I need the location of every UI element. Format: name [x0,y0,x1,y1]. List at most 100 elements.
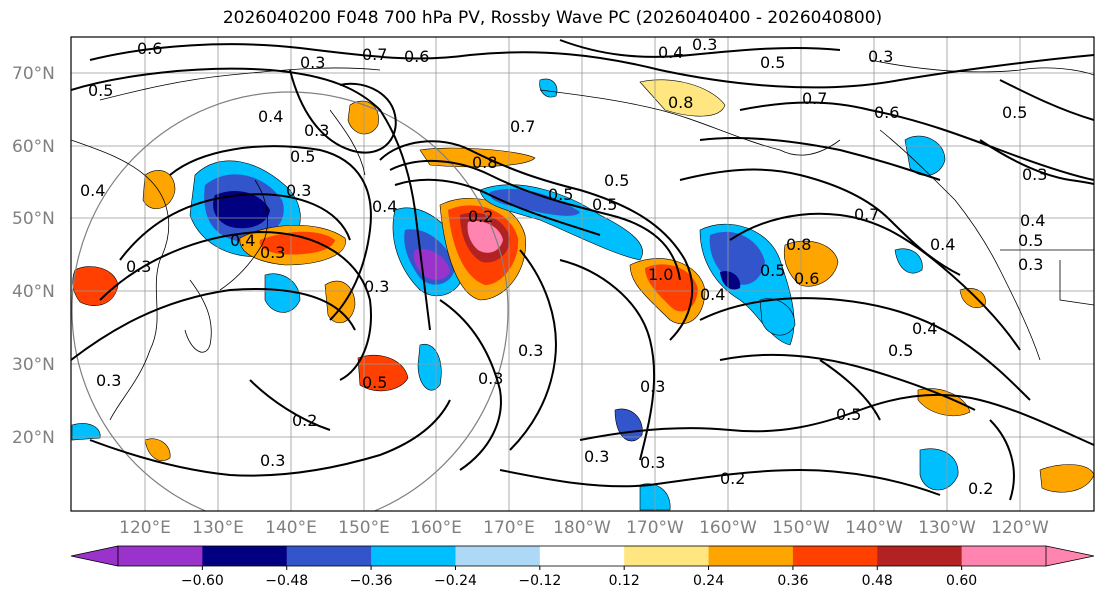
colorbar-tick-label: −0.24 [434,573,477,589]
lon-label: 170°E [483,518,535,538]
colorbar-tick-label: 0.60 [946,573,977,589]
contour-label: 0.3 [304,121,329,140]
contour-label: 0.6 [404,47,429,66]
pos-anomaly-blob [144,438,171,461]
lon-label: 150°W [772,518,830,538]
map-title: 2026040200 F048 700 hPa PV, Rossby Wave … [222,8,883,28]
contour-label: 0.8 [786,235,811,254]
pos-anomaly-blob [142,170,176,209]
lat-label: 40°N [12,282,55,302]
colorbar-segment [708,546,794,566]
lat-label: 50°N [12,209,55,229]
contour-label: 0.3 [364,277,389,296]
shaded-anomaly-layer [71,78,1094,511]
contour-label: 0.3 [518,341,543,360]
contour-label: 0.7 [854,205,879,224]
lat-label: 60°N [12,137,55,157]
lat-label: 70°N [12,64,55,84]
pv-contours [71,39,1094,501]
contour-label: 0.5 [362,373,387,392]
lat-label: 20°N [12,428,55,448]
colorbar-tick-label: 0.48 [862,573,893,589]
colorbar-segment [286,546,372,566]
colorbar-tick-label: 0.12 [609,573,640,589]
colorbar-segment [961,546,1047,566]
pos-anomaly-blob [324,280,356,324]
pos-anomaly-blob [467,220,503,253]
lon-label: 180°W [553,518,611,538]
contour-label: 0.2 [292,411,317,430]
lon-label: 140°W [845,518,903,538]
neg-anomaly-blob [614,408,643,442]
neg-anomaly-blob [213,190,270,229]
contour-label: 0.5 [888,341,913,360]
neg-anomaly-blob [71,423,101,441]
contour-labels: 0.6 0.3 0.7 0.6 0.4 0.3 0.5 0.3 0.5 0.4 … [80,35,1047,498]
pos-anomaly-blob [783,240,839,287]
contour-label: 0.3 [126,257,151,276]
colorbar-segment [202,546,288,566]
colorbar-tick-label: −0.48 [265,573,308,589]
colorbar-segment [371,546,456,566]
lon-label: 170°W [626,518,684,538]
neg-anomaly-blob [417,343,442,391]
contour-label: 0.3 [868,47,893,66]
contour-label: 0.3 [692,35,717,54]
colorbar-frame [117,545,1047,567]
contour-label: 0.3 [1022,165,1047,184]
contour-label: 0.4 [258,107,283,126]
colorbar-segment [455,546,541,566]
contour-label: 0.7 [802,89,827,108]
neg-anomaly-blob [894,248,923,274]
colorbar-tick-label: 0.36 [777,573,808,589]
contour-label: 0.6 [794,269,819,288]
colorbar-max-extend [1045,545,1095,567]
neg-anomaly-blob [919,448,959,491]
contour-label: 0.4 [700,285,725,304]
contour-label: 0.5 [290,147,315,166]
contour-label: 0.4 [930,235,955,254]
pos-anomaly-blob [72,266,119,306]
pos-anomaly-blob [917,388,971,416]
contour-label: 0.8 [472,153,497,172]
contour-label: 0.2 [968,479,993,498]
lat-label: 30°N [12,355,55,375]
pos-anomaly-blob [959,288,986,309]
contour-label: 0.5 [836,405,861,424]
contour-label: 0.3 [260,243,285,262]
contour-label: 0.4 [80,181,105,200]
contour-label: 0.3 [584,447,609,466]
contour-label: 0.4 [372,197,397,216]
coastlines [71,59,1094,421]
colorbar-segment [118,546,203,566]
contour-label: 0.3 [300,53,325,72]
colorbar-tick-label: −0.60 [181,573,224,589]
colorbar-tick-label: 0.24 [693,573,724,589]
lon-label: 120°E [119,518,171,538]
contour-label: 0.6 [874,103,899,122]
graticule [71,37,1094,511]
plot-frame [70,36,1095,512]
lon-label: 150°E [338,518,390,538]
contour-label: 0.5 [548,185,573,204]
pos-anomaly-blob [645,264,698,312]
contour-label: 0.3 [640,453,665,472]
pos-anomaly-blob [347,100,379,135]
contour-label: 0.3 [286,181,311,200]
lon-label: 160°W [699,518,757,538]
pos-anomaly-blob [259,231,335,255]
contour-label: 0.6 [137,39,162,58]
contour-label: 0.3 [478,369,503,388]
lon-label: 130°E [192,518,244,538]
contour-label: 0.3 [96,371,121,390]
colorbar-tick-label: −0.36 [350,573,393,589]
pos-anomaly-blob [639,79,726,117]
contour-label: 0.2 [468,207,493,226]
lon-label: 130°W [918,518,976,538]
colorbar-segment [877,546,963,566]
contour-label: 0.5 [760,53,785,72]
contour-label: 0.4 [230,231,255,250]
colorbar-segment [624,546,710,566]
neg-anomaly-blob [539,78,558,98]
